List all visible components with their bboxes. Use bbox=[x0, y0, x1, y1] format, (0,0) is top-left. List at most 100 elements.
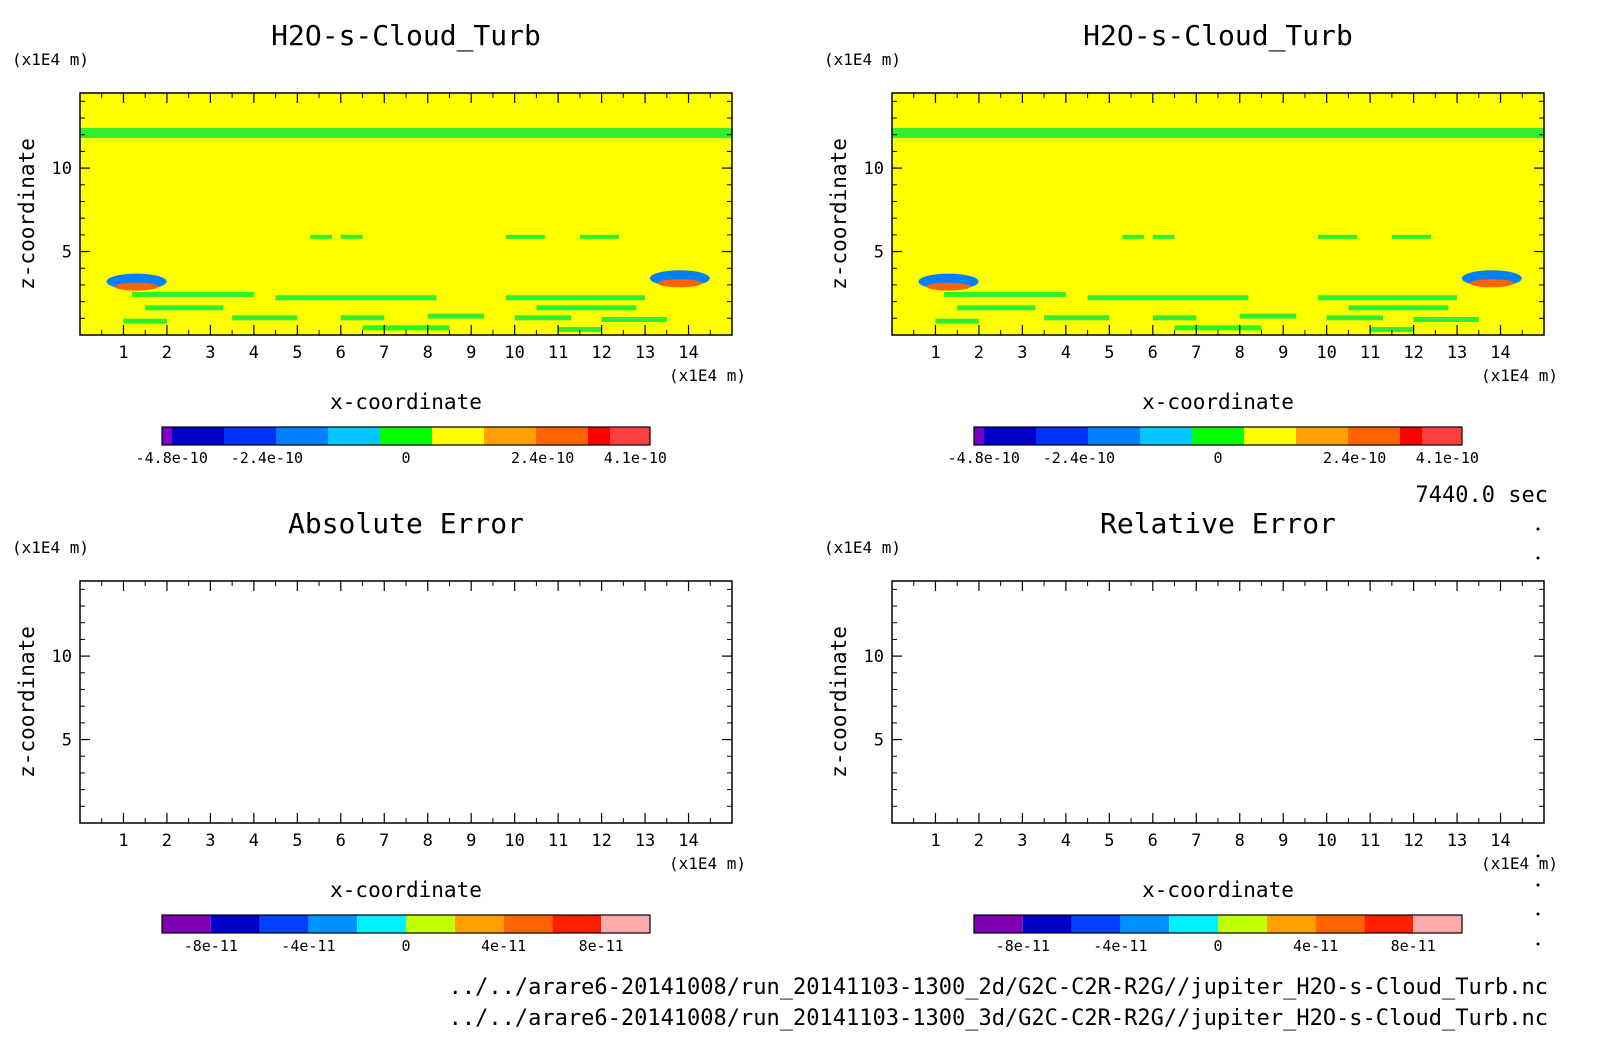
panel-4: Relative Error(x1E4 m)(x1E4 m)1 2 3 4 5 6 7 8 9 1… bbox=[824, 507, 1558, 955]
field-patch bbox=[601, 316, 667, 322]
panel-3: Absolute Error(x1E4 m)(x1E4 m)1 2 3 4 5 6 7 8 9 1… bbox=[12, 507, 746, 955]
x-tick-label: 8 bbox=[1235, 831, 1245, 851]
x-tick-label: 3 bbox=[205, 831, 215, 851]
x-tick-label: 7 bbox=[1191, 831, 1201, 851]
colorbar-segment bbox=[1422, 427, 1462, 445]
x-tick-label: 9 bbox=[466, 343, 476, 363]
colorbar-label: 8e-11 bbox=[579, 937, 624, 955]
colorbar-label: 0 bbox=[1213, 449, 1222, 467]
panel-2: H2O-s-Cloud_Turb(x1E4 m)(x1E4 m)1 2 3 4 5 6 7 8… bbox=[824, 19, 1558, 467]
colorbar-segment bbox=[1022, 915, 1072, 933]
panel-title: Relative Error bbox=[1100, 507, 1336, 540]
colorbar-label: -2.4e-10 bbox=[1043, 449, 1115, 467]
x-tick-label: 1 bbox=[118, 343, 128, 363]
colorbar-segment bbox=[1036, 427, 1088, 445]
colorbar-label: -8e-11 bbox=[184, 937, 238, 955]
field-streak bbox=[1122, 234, 1145, 239]
colorbar: -4.8e-10 -2.4e-10 0 2.4e-10 4.1e-10 bbox=[136, 426, 667, 467]
colorbar-segment bbox=[454, 915, 504, 933]
colorbar-frame bbox=[973, 914, 1463, 934]
x-tick-label: 4 bbox=[1061, 831, 1071, 851]
x-tick-label: 11 bbox=[548, 831, 568, 851]
x-axis-label: x-coordinate bbox=[330, 878, 482, 902]
panel-title: Absolute Error bbox=[288, 507, 524, 540]
colorbar-segment bbox=[1120, 915, 1170, 933]
colorbar-segment bbox=[1400, 427, 1422, 445]
panel-1: H2O-s-Cloud_Turb(x1E4 m)(x1E4 m)1 2 3 4 5 6 7 8… bbox=[12, 19, 746, 467]
x-tick-label: 13 bbox=[635, 831, 655, 851]
colorbar-segment bbox=[1266, 915, 1316, 933]
field-patch bbox=[1239, 313, 1297, 319]
x-tick-label: 2 bbox=[162, 831, 172, 851]
x-tick-label: 5 bbox=[292, 831, 302, 851]
colorbar-segment bbox=[588, 427, 610, 445]
x-tick-label: 2 bbox=[162, 343, 172, 363]
x-tick-label: 4 bbox=[249, 343, 259, 363]
x-unit-label: (x1E4 m) bbox=[1481, 854, 1558, 873]
colorbar-label: -4e-11 bbox=[281, 937, 335, 955]
field-patch bbox=[1152, 315, 1197, 321]
x-tick-label: 4 bbox=[1061, 343, 1071, 363]
plot-frame bbox=[79, 580, 733, 824]
field-patch bbox=[275, 295, 437, 301]
colorbar-label: -2.4e-10 bbox=[231, 449, 303, 467]
field-patch bbox=[145, 305, 224, 311]
y-axis-label: z-coordinate bbox=[15, 626, 39, 778]
colorbar-segment bbox=[1169, 915, 1218, 933]
decor-dot bbox=[1536, 854, 1540, 858]
colorbar-label: 4.1e-10 bbox=[1416, 449, 1479, 467]
x-tick-label: 13 bbox=[1447, 343, 1467, 363]
colorbar-segment bbox=[503, 915, 553, 933]
field-patch bbox=[132, 291, 254, 297]
colorbar-label: 4e-11 bbox=[1293, 937, 1338, 955]
y-axis-label: z-coordinate bbox=[827, 626, 851, 778]
field-band bbox=[892, 128, 1544, 139]
x-tick-label: 14 bbox=[1490, 831, 1510, 851]
x-unit-label: (x1E4 m) bbox=[669, 854, 746, 873]
x-tick-label: 3 bbox=[1017, 343, 1027, 363]
colorbar-segment bbox=[432, 427, 484, 445]
field-plot bbox=[892, 93, 1544, 335]
field-band bbox=[80, 128, 732, 139]
x-tick-label: 9 bbox=[1278, 343, 1288, 363]
z-unit-label: (x1E4 m) bbox=[12, 538, 89, 557]
decor-dot bbox=[1536, 912, 1540, 916]
field-streak bbox=[505, 234, 546, 239]
x-tick-label: 7 bbox=[379, 343, 389, 363]
x-tick-label: 11 bbox=[1360, 343, 1380, 363]
x-tick-label: 11 bbox=[1360, 831, 1380, 851]
field-patch bbox=[505, 295, 646, 301]
colorbar-segment bbox=[1218, 915, 1267, 933]
file-path-1: ../../arare6-20141008/run_20141103-1300_… bbox=[449, 975, 1548, 1000]
file-path-2: ../../arare6-20141008/run_20141103-1300_… bbox=[449, 1006, 1548, 1031]
colorbar-segment bbox=[1348, 427, 1400, 445]
colorbar: -4.8e-10 -2.4e-10 0 2.4e-10 4.1e-10 bbox=[948, 426, 1479, 467]
colorbar-segment bbox=[1315, 915, 1365, 933]
colorbar-segment bbox=[1296, 427, 1348, 445]
x-tick-label: 1 bbox=[118, 831, 128, 851]
y-axis-label: z-coordinate bbox=[15, 138, 39, 290]
y-tick-label: 5 bbox=[874, 243, 884, 263]
field-streak bbox=[1391, 234, 1431, 239]
x-tick-label: 4 bbox=[249, 831, 259, 851]
colorbar-label: 2.4e-10 bbox=[511, 449, 574, 467]
colorbar-segment bbox=[484, 427, 536, 445]
colorbar-segment bbox=[610, 427, 650, 445]
colorbar-segment bbox=[1413, 915, 1462, 933]
colorbar-segment bbox=[210, 915, 260, 933]
x-axis-label: x-coordinate bbox=[1142, 878, 1294, 902]
colorbar-label: 0 bbox=[1213, 937, 1222, 955]
field-streak bbox=[1152, 234, 1175, 239]
x-tick-label: 8 bbox=[423, 343, 433, 363]
colorbar-segment bbox=[357, 915, 406, 933]
x-tick-label: 12 bbox=[1403, 831, 1423, 851]
x-tick-label: 12 bbox=[591, 343, 611, 363]
x-tick-label: 6 bbox=[336, 343, 346, 363]
x-tick-label: 9 bbox=[1278, 831, 1288, 851]
field-patch bbox=[427, 313, 485, 319]
field-vortex-warm bbox=[114, 282, 159, 291]
colorbar-label: 0 bbox=[401, 449, 410, 467]
y-axis-label: z-coordinate bbox=[827, 138, 851, 290]
x-tick-label: 12 bbox=[591, 831, 611, 851]
